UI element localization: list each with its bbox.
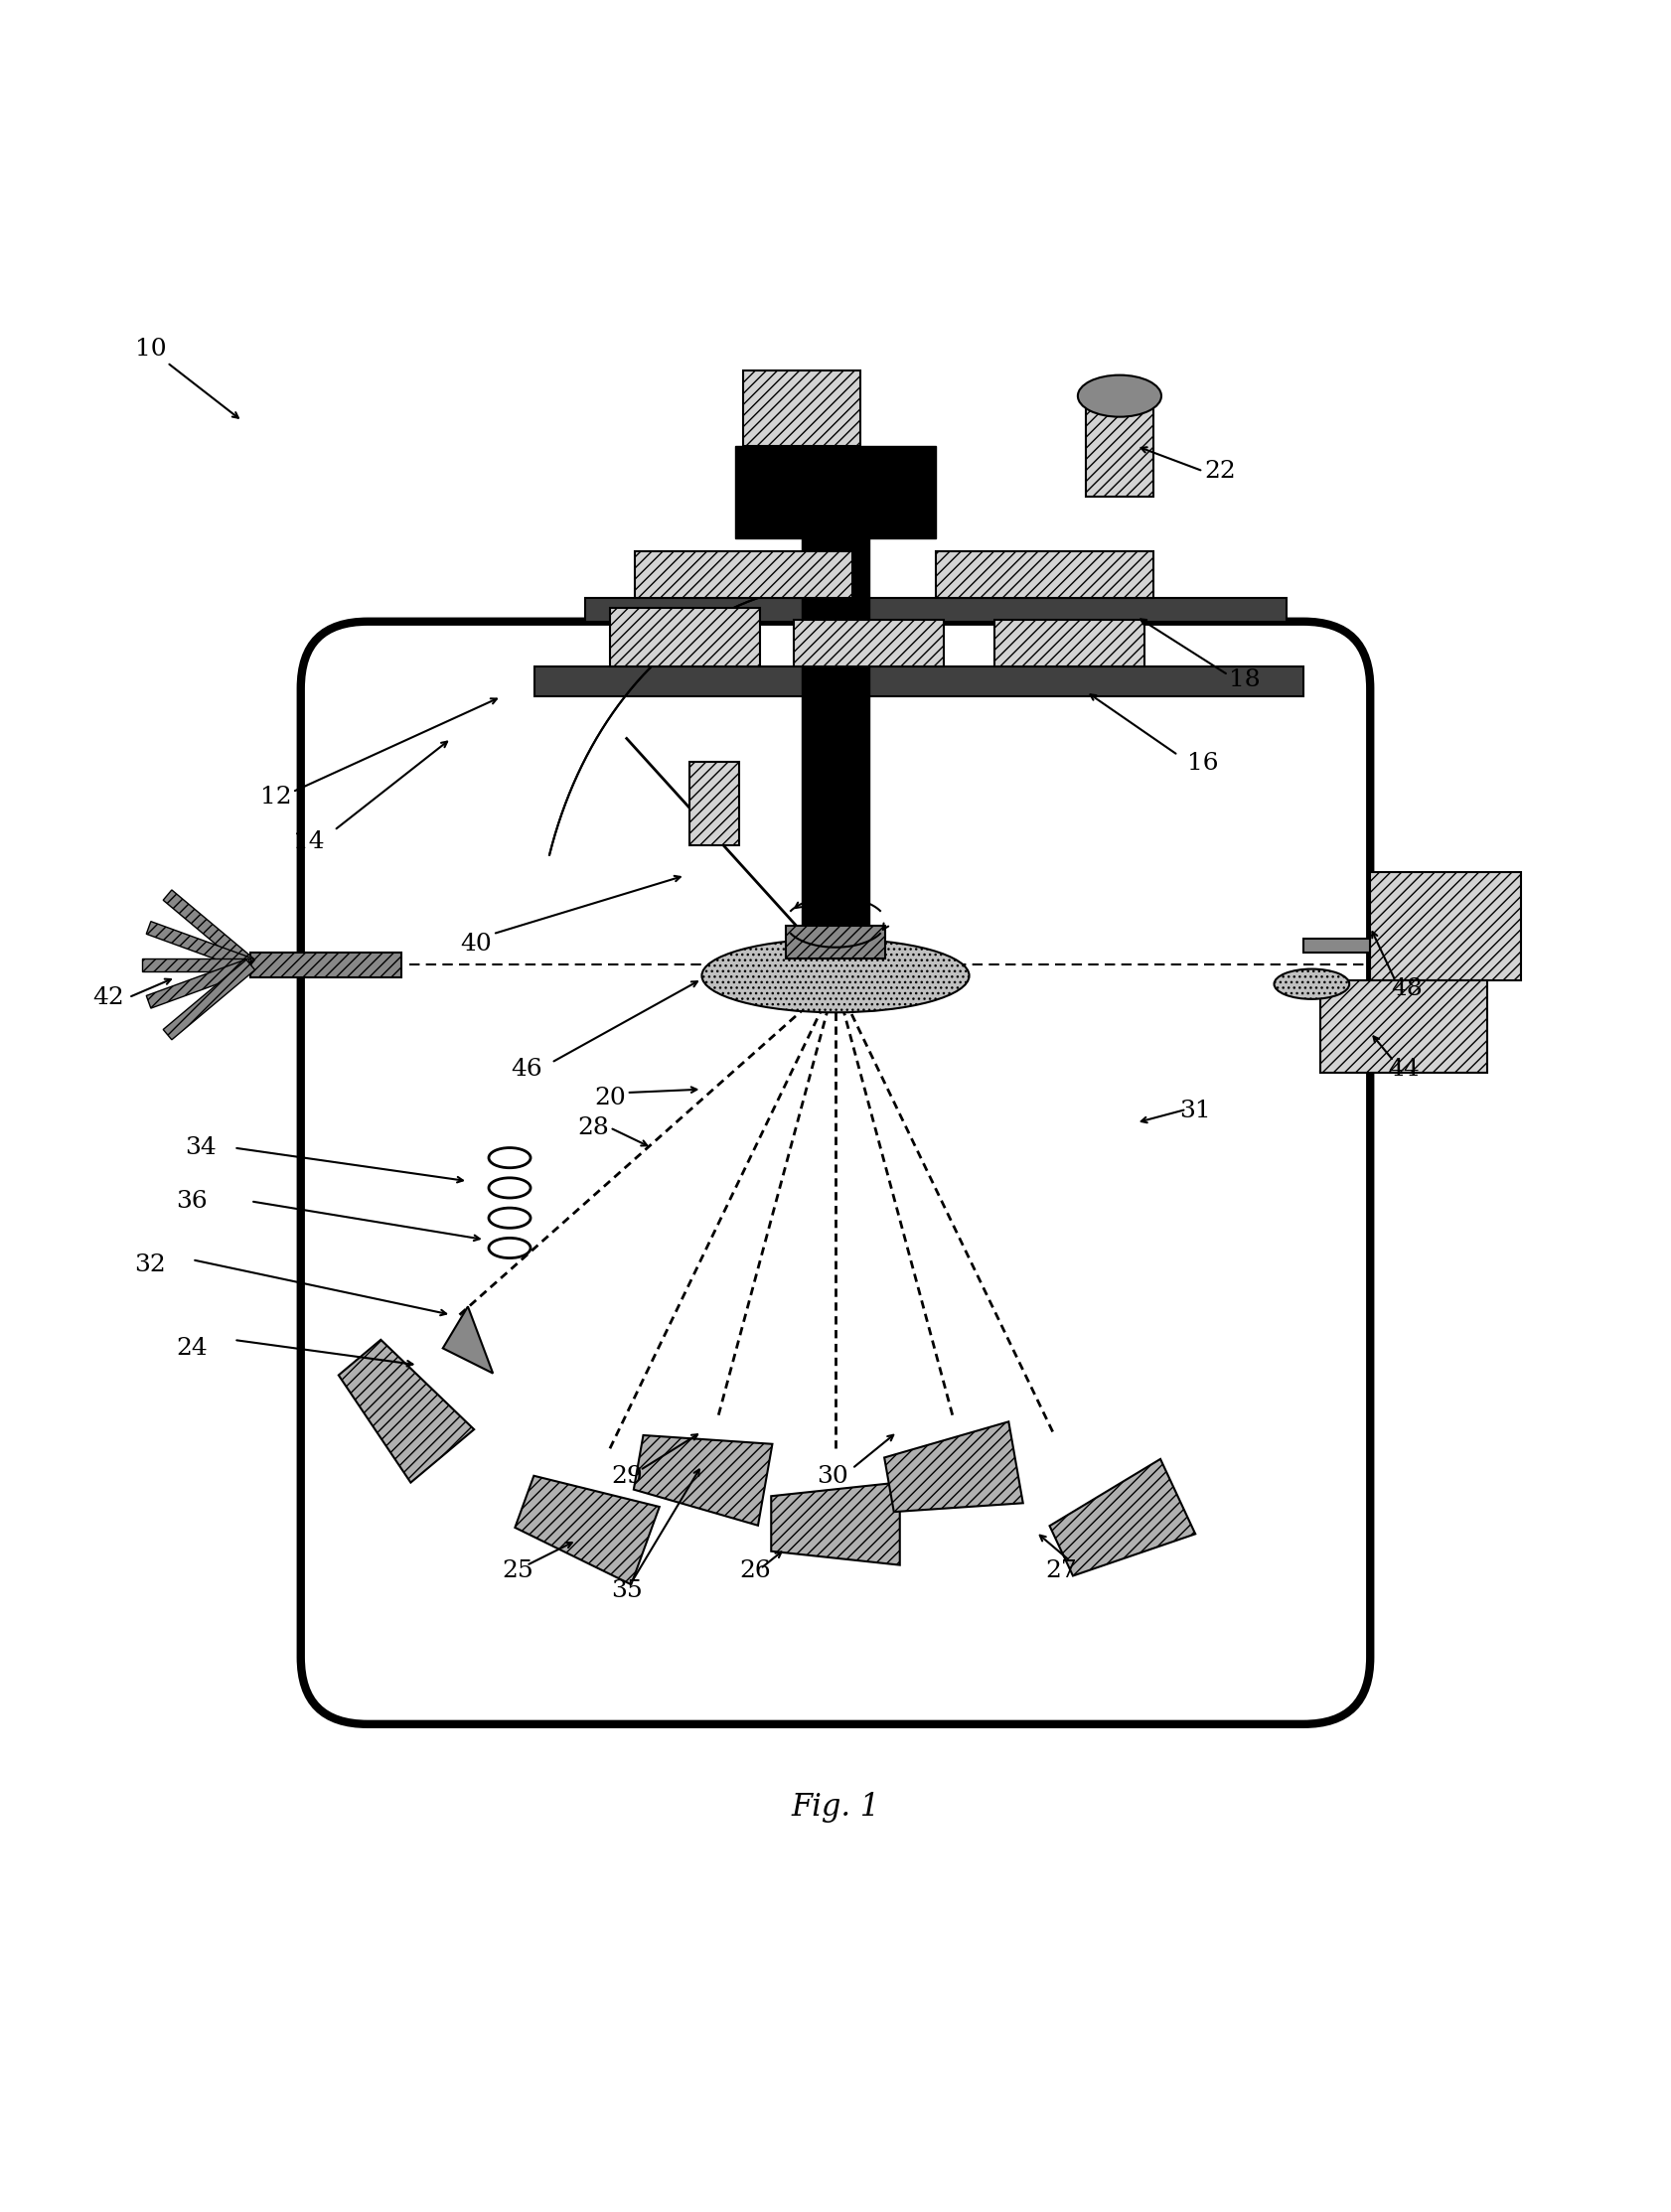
Polygon shape — [744, 372, 861, 447]
Text: 36: 36 — [177, 1190, 207, 1212]
Polygon shape — [936, 551, 1153, 597]
Polygon shape — [802, 538, 869, 989]
Text: Fig. 1: Fig. 1 — [790, 1792, 881, 1823]
Polygon shape — [1370, 872, 1521, 980]
Polygon shape — [147, 922, 252, 971]
Text: 42: 42 — [94, 987, 124, 1009]
Polygon shape — [585, 597, 1287, 622]
Text: 12: 12 — [261, 785, 291, 807]
Text: 31: 31 — [1180, 1099, 1210, 1121]
Text: 28: 28 — [578, 1117, 608, 1139]
Text: 32: 32 — [135, 1254, 165, 1276]
Polygon shape — [610, 608, 760, 666]
Polygon shape — [339, 1340, 475, 1482]
Text: 29: 29 — [612, 1467, 642, 1489]
Text: 46: 46 — [511, 1057, 541, 1082]
Polygon shape — [735, 447, 936, 538]
Polygon shape — [770, 1482, 899, 1566]
Polygon shape — [994, 619, 1145, 666]
Polygon shape — [147, 958, 252, 1009]
FancyBboxPatch shape — [301, 622, 1370, 1723]
Text: 14: 14 — [294, 832, 324, 854]
Polygon shape — [1049, 1460, 1195, 1575]
Polygon shape — [688, 761, 739, 845]
Polygon shape — [515, 1475, 660, 1584]
Polygon shape — [884, 1422, 1023, 1511]
Polygon shape — [251, 953, 401, 978]
Text: 27: 27 — [1046, 1559, 1076, 1582]
Polygon shape — [1303, 938, 1370, 953]
Polygon shape — [1086, 405, 1153, 495]
Polygon shape — [443, 1307, 493, 1374]
Text: 44: 44 — [1389, 1057, 1419, 1082]
Text: 16: 16 — [1188, 752, 1218, 774]
Text: 20: 20 — [595, 1086, 625, 1108]
Text: 34: 34 — [185, 1137, 216, 1159]
Polygon shape — [164, 960, 256, 1040]
Ellipse shape — [702, 938, 969, 1013]
Text: 30: 30 — [817, 1467, 847, 1489]
Text: 10: 10 — [135, 338, 165, 361]
Text: 24: 24 — [177, 1336, 207, 1360]
Polygon shape — [1320, 980, 1487, 1073]
Polygon shape — [635, 551, 852, 597]
Text: 18: 18 — [1230, 668, 1260, 692]
Text: 35: 35 — [612, 1579, 642, 1601]
Polygon shape — [142, 958, 251, 971]
Polygon shape — [794, 619, 944, 666]
Ellipse shape — [1078, 376, 1161, 416]
Polygon shape — [535, 666, 1303, 697]
Text: 48: 48 — [1392, 978, 1422, 1000]
Polygon shape — [164, 889, 256, 969]
Text: 25: 25 — [503, 1559, 533, 1582]
Ellipse shape — [1273, 969, 1350, 1000]
Polygon shape — [633, 1436, 772, 1526]
Text: 22: 22 — [1205, 460, 1235, 482]
Polygon shape — [785, 925, 886, 960]
Text: 26: 26 — [740, 1559, 770, 1582]
Text: 40: 40 — [461, 933, 491, 956]
